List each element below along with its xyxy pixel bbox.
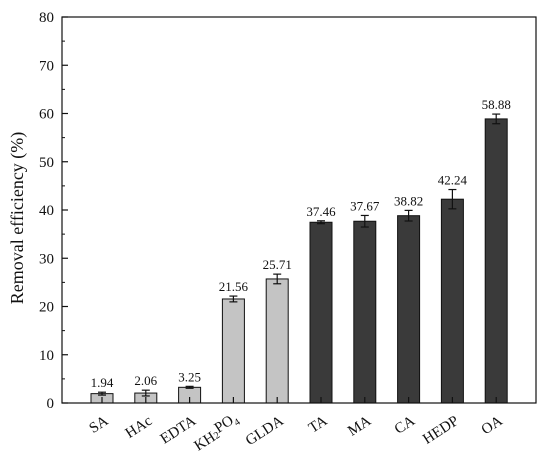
value-label: 37.46 — [306, 204, 336, 219]
error-bar — [317, 220, 325, 225]
value-label: 2.06 — [134, 373, 157, 388]
value-label: 37.67 — [350, 198, 380, 213]
category-label: SA — [87, 413, 112, 437]
error-bar — [98, 391, 106, 396]
bar-ca — [397, 215, 421, 404]
bar-glda — [265, 278, 289, 404]
category-label: HEDP — [420, 413, 462, 448]
y-tick-label: 20 — [39, 300, 54, 316]
y-tick-label: 40 — [39, 203, 54, 219]
category-label: TA — [306, 413, 331, 437]
y-tick-label: 70 — [39, 58, 54, 74]
value-label: 21.56 — [219, 279, 249, 294]
y-axis-title: Removal efficiency (%) — [7, 132, 28, 305]
value-label: 1.94 — [91, 375, 114, 390]
category-label: MA — [345, 413, 374, 440]
axes-group — [61, 16, 537, 404]
value-label: 38.82 — [394, 193, 423, 208]
bar-ma — [353, 220, 377, 404]
y-tick-label: 30 — [39, 251, 54, 267]
value-label: 25.71 — [263, 257, 292, 272]
y-tick-label: 10 — [39, 348, 54, 364]
error-bars-group — [98, 113, 501, 397]
error-bar — [448, 188, 457, 210]
category-label: GLDA — [243, 413, 287, 449]
error-bar — [404, 209, 413, 222]
error-bar — [273, 273, 282, 285]
bars-group — [90, 118, 508, 404]
value-label: 58.88 — [482, 97, 511, 112]
bar-hedp — [440, 198, 464, 404]
y-tick-label: 0 — [47, 396, 55, 412]
y-tick-label: 50 — [39, 155, 54, 171]
bar-oa — [484, 118, 508, 404]
value-label: 42.24 — [438, 173, 468, 188]
category-label: HAc — [123, 413, 156, 442]
value-label: 3.25 — [178, 369, 201, 384]
plot-frame — [61, 16, 537, 404]
category-label: KH2PO4 — [189, 410, 243, 454]
category-label: OA — [479, 413, 506, 438]
bar-ta — [309, 221, 333, 404]
category-label: CA — [392, 413, 418, 438]
error-bar — [229, 295, 238, 303]
error-bar — [492, 113, 501, 125]
error-bar — [360, 214, 369, 228]
error-bar — [185, 385, 194, 389]
y-tick-label: 80 — [39, 10, 54, 26]
error-bar — [141, 389, 150, 397]
y-tick-label: 60 — [39, 107, 54, 123]
bar-kh2po4 — [221, 298, 245, 404]
